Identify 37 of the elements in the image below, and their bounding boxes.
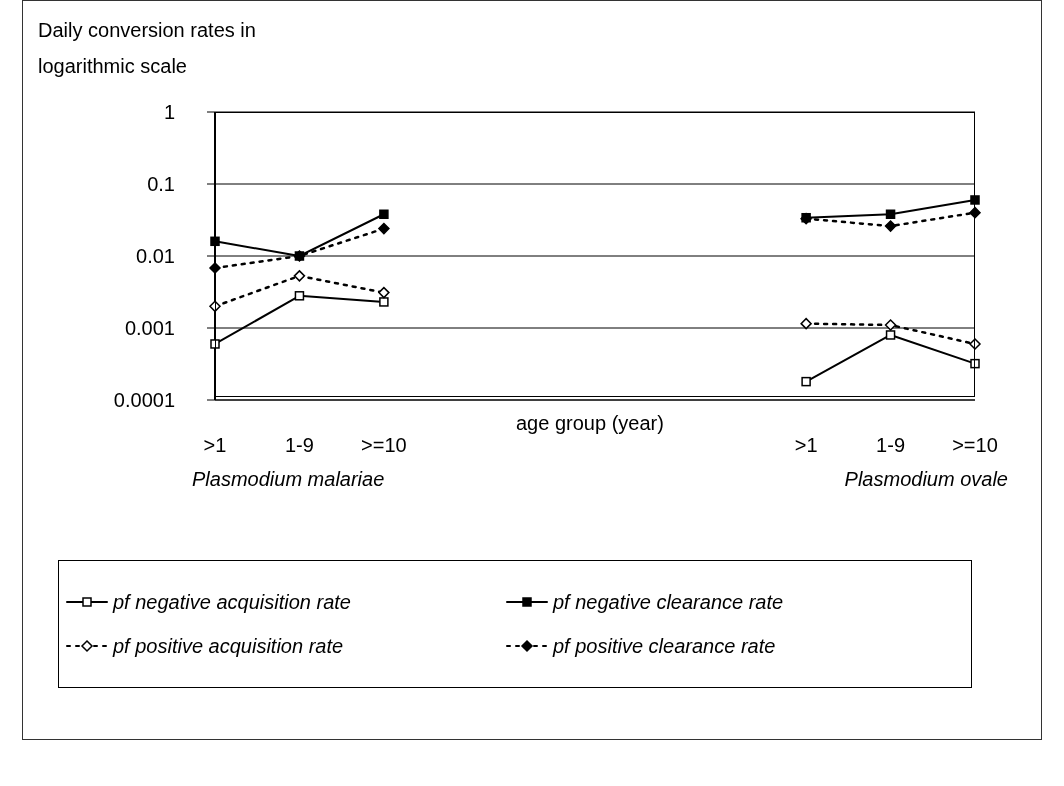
point: [378, 222, 390, 235]
point: [209, 262, 221, 274]
y-tick-label: 0.01: [136, 245, 175, 268]
point: [293, 270, 306, 282]
legend-label: pf negative acquisition rate: [113, 590, 351, 614]
point: [970, 195, 980, 205]
x-tick-label: 1-9: [284, 434, 314, 457]
point: [885, 209, 896, 220]
point: [801, 376, 811, 387]
point: [970, 358, 980, 369]
y-tick-label: 1: [163, 101, 175, 124]
x-axis-title: age group (year): [516, 412, 664, 435]
y-tick-label: 0.001: [124, 317, 175, 340]
x-tick-label: >1: [203, 434, 227, 457]
point: [379, 297, 389, 307]
y-tick-label: 0.0001: [113, 389, 175, 412]
legend-label: pf negative clearance rate: [553, 590, 784, 614]
point: [210, 236, 220, 247]
point: [379, 209, 389, 220]
point: [884, 220, 897, 232]
point: [378, 286, 390, 299]
text: Plasmodium ovale: [844, 468, 1008, 491]
x-tick-label: >=10: [952, 434, 998, 457]
legend-label: pf positive acquisition rate: [113, 634, 344, 658]
x-tick-label: >=10: [361, 434, 407, 457]
legend-label: pf positive clearance rate: [553, 634, 776, 658]
point: [969, 338, 981, 350]
point: [884, 319, 897, 331]
x-tick-label: >1: [794, 434, 818, 457]
x-tick-label: 1-9: [876, 434, 906, 457]
point: [800, 317, 812, 330]
point: [885, 330, 896, 340]
point: [210, 339, 220, 349]
y-tick-label: 0.1: [147, 173, 175, 196]
point: [294, 291, 305, 301]
chart-title: Daily conversion rates in logarithmic scale: [38, 18, 257, 79]
text: Plasmodium malariae: [192, 468, 385, 491]
